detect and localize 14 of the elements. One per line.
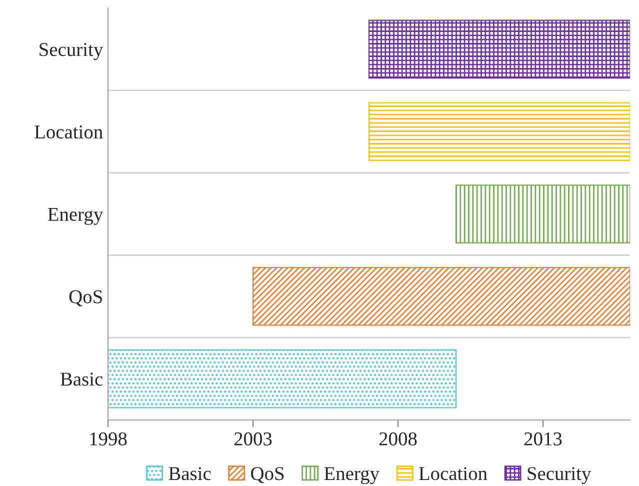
legend-label: Security	[528, 467, 592, 484]
y-tick-label: Location	[34, 125, 103, 139]
legend-label: Basic	[168, 467, 211, 480]
y-tick-label: Energy	[48, 208, 104, 225]
legend-label: Energy	[324, 467, 380, 484]
legend-label: QoS	[251, 467, 284, 484]
x-tick-label: 2003	[234, 432, 272, 446]
y-tick-label: QoS	[69, 290, 102, 306]
y-tick-label: Security	[40, 43, 104, 60]
y-tick-label: Basic	[60, 372, 103, 386]
x-tick-label: 2008	[379, 432, 417, 446]
legend-label: Location	[418, 467, 488, 480]
x-tick-label: 2013	[524, 432, 562, 446]
x-tick-label: 1998	[90, 432, 127, 446]
